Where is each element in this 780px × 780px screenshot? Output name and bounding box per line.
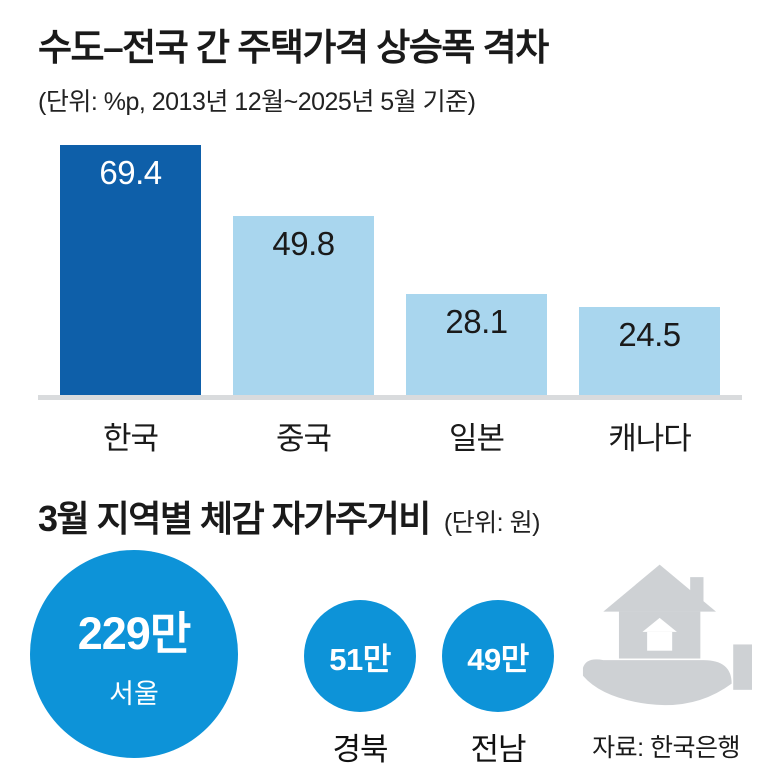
bubble-jeonnam: 49만 bbox=[442, 600, 554, 712]
bar-japan: 28.1 bbox=[406, 294, 547, 396]
bubble-value: 51만 bbox=[329, 641, 391, 677]
bubble-chart-title: 3월 지역별 체감 자가주거비 bbox=[38, 498, 431, 540]
bubble-value: 229만 bbox=[77, 608, 191, 659]
bar-category-row: 한국 중국 일본 캐나다 bbox=[60, 413, 720, 458]
bar-chart-subtitle: (단위: %p, 2013년 12월~2025년 5월 기준) bbox=[38, 88, 476, 117]
category-label-china: 중국 bbox=[275, 421, 332, 457]
bar-chart: 69.4 49.8 28.1 24.5 bbox=[38, 144, 742, 401]
bubble-chart-header: 3월 지역별 체감 자가주거비 (단위: 원) bbox=[38, 490, 742, 542]
bar-canada: 24.5 bbox=[579, 307, 720, 396]
house-in-hand-icon bbox=[572, 552, 752, 722]
axis-baseline bbox=[38, 395, 742, 401]
bubble-chart: 229만 서울 51만 경북 49만 전남 bbox=[0, 538, 780, 780]
bubble-chart-unit: (단위: 원) bbox=[443, 509, 541, 538]
bubble-value: 49만 bbox=[467, 641, 529, 677]
bar-china: 49.8 bbox=[233, 216, 374, 396]
bar-value: 24.5 bbox=[618, 316, 681, 354]
bar-chart-title: 수도–전국 간 주택가격 상승폭 격차 bbox=[38, 27, 549, 68]
category-label-canada: 캐나다 bbox=[608, 421, 692, 457]
bar-value: 28.1 bbox=[445, 303, 508, 341]
category-label-korea: 한국 bbox=[102, 421, 159, 457]
bubble-name: 서울 bbox=[109, 679, 159, 709]
bar-korea: 69.4 bbox=[60, 145, 201, 396]
bar-value: 49.8 bbox=[272, 225, 335, 263]
category-label-japan: 일본 bbox=[448, 421, 505, 457]
bubble-name-gyeongbuk: 경북 bbox=[332, 732, 388, 767]
bubble-name-jeonnam: 전남 bbox=[470, 732, 526, 767]
bubble-seoul: 229만 서울 bbox=[30, 550, 238, 758]
bubble-gyeongbuk: 51만 bbox=[304, 600, 416, 712]
bar-group: 69.4 49.8 28.1 24.5 bbox=[60, 144, 720, 396]
bar-value: 69.4 bbox=[99, 154, 162, 192]
source-note: 자료: 한국은행 bbox=[592, 734, 740, 762]
